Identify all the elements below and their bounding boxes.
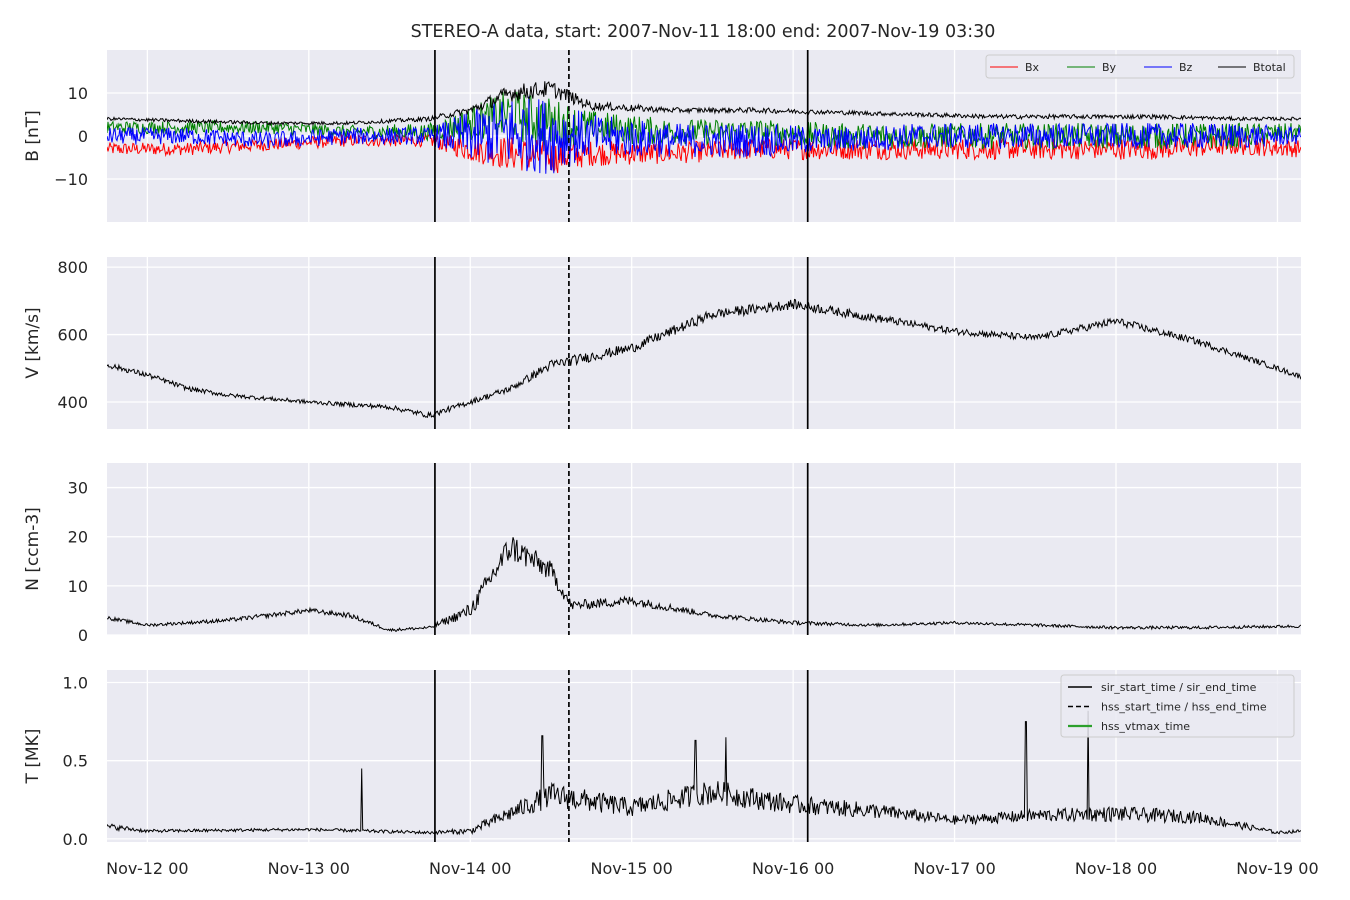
legend-box — [1060, 674, 1295, 738]
y-tick-label: 10 — [68, 577, 88, 596]
b-legend: Bx By Bz Btotal — [985, 54, 1295, 79]
series-btotal — [107, 81, 1301, 127]
y-axis-label: N [ccm-3] — [23, 507, 43, 591]
y-tick-label: 400 — [57, 393, 88, 412]
density-panel: 0 10 20 30 N [ccm-3] — [23, 463, 1301, 645]
series-bz — [107, 96, 1301, 174]
legend-label: Btotal — [1253, 61, 1286, 74]
plot-area — [107, 463, 1301, 635]
y-tick-label: 0 — [78, 127, 88, 146]
y-tick-label: 20 — [68, 528, 88, 547]
y-tick-label: 600 — [57, 326, 88, 345]
x-tick-label: Nov-17 00 — [913, 859, 995, 878]
legend-label: hss_start_time / hss_end_time — [1101, 701, 1267, 714]
y-tick-label: 0 — [78, 626, 88, 645]
y-tick-label: 800 — [57, 258, 88, 277]
y-tick-label: 1.0 — [63, 674, 88, 693]
y-axis-label: B [nT] — [23, 110, 43, 162]
series-t — [107, 710, 1301, 836]
y-tick-label: 0.5 — [63, 752, 88, 771]
x-tick-label: Nov-13 00 — [268, 859, 350, 878]
x-tick-label: Nov-12 00 — [106, 859, 188, 878]
x-tick-label: Nov-16 00 — [752, 859, 834, 878]
legend-label: sir_start_time / sir_end_time — [1101, 681, 1257, 694]
legend-label: By — [1102, 61, 1117, 74]
chart-title: STEREO-A data, start: 2007-Nov-11 18:00 … — [411, 22, 996, 42]
legend-label: Bx — [1025, 61, 1040, 74]
x-tick-label: Nov-19 00 — [1236, 859, 1318, 878]
y-tick-label: −10 — [54, 170, 88, 189]
x-tick-label: Nov-18 00 — [1075, 859, 1157, 878]
series-n — [107, 537, 1301, 633]
temperature-panel: 0.0 0.5 1.0 T [MK] sir_start_time / sir_end_… — [23, 670, 1301, 849]
plot-area — [107, 257, 1301, 429]
series-v — [107, 298, 1301, 419]
y-tick-label: 10 — [68, 84, 88, 103]
y-tick-label: 0.0 — [63, 830, 88, 849]
y-tick-label: 30 — [68, 479, 88, 498]
velocity-panel: 400 600 800 V [km/s] — [23, 257, 1301, 429]
x-tick-label: Nov-14 00 — [429, 859, 511, 878]
t-legend: sir_start_time / sir_end_time hss_start_t… — [1060, 674, 1295, 738]
legend-label: Bz — [1179, 61, 1193, 74]
legend-label: hss_vtmax_time — [1101, 720, 1190, 733]
legend-box — [985, 54, 1295, 79]
x-tick-label: Nov-15 00 — [590, 859, 672, 878]
series-by — [107, 91, 1301, 151]
y-axis-label: T [MK] — [23, 729, 43, 785]
y-axis-label: V [km/s] — [23, 307, 43, 378]
b-field-panel: −10 0 10 B [nT] Bx By Bz Btotal — [23, 50, 1301, 222]
